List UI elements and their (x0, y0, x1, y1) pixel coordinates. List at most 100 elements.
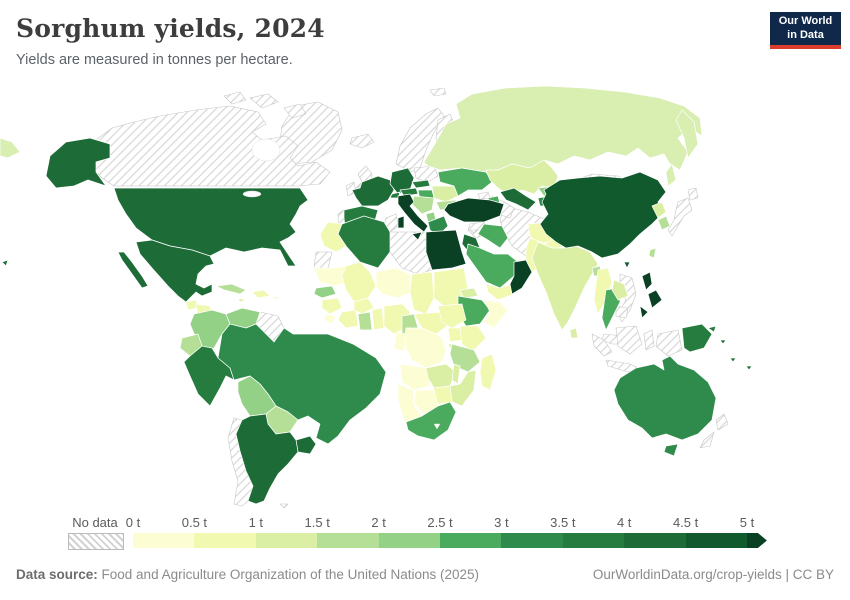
country-sierra-leone-liberia[interactable] (323, 313, 337, 325)
country-south-africa[interactable] (405, 401, 457, 441)
country-philippines-mindanao[interactable] (639, 305, 649, 319)
country-zambia[interactable] (425, 363, 457, 389)
country-laos[interactable] (611, 279, 629, 301)
country-hispaniola[interactable] (251, 289, 271, 299)
country-somalia[interactable] (483, 299, 509, 329)
country-uganda[interactable] (447, 327, 463, 343)
country-uruguay[interactable] (295, 435, 317, 455)
country-falklands[interactable] (279, 503, 289, 509)
country-congo-gabon[interactable] (393, 331, 407, 353)
country-arctic-island-1[interactable] (223, 91, 247, 105)
country-borneo[interactable] (615, 325, 643, 355)
country-yemen[interactable] (485, 283, 515, 301)
country-south-korea[interactable] (657, 215, 671, 231)
country-saudi-arabia[interactable] (465, 243, 519, 289)
legend-bin-0-0.5t[interactable] (133, 533, 195, 548)
country-togo-benin[interactable] (371, 307, 385, 331)
country-senegal[interactable] (313, 285, 337, 299)
country-japan-honshu[interactable] (667, 197, 693, 237)
country-baja-california[interactable] (117, 251, 149, 289)
country-new-zealand-south[interactable] (699, 431, 715, 449)
country-chad[interactable] (409, 271, 435, 315)
country-egypt[interactable] (425, 229, 467, 271)
country-west-papua[interactable] (655, 329, 683, 357)
country-mozambique[interactable] (449, 369, 477, 407)
country-iraq[interactable] (477, 223, 509, 249)
country-uzbekistan[interactable] (499, 187, 537, 211)
country-papua-new-guinea[interactable] (681, 323, 713, 353)
country-france[interactable] (351, 175, 395, 207)
country-brazil[interactable] (217, 323, 387, 445)
country-australia[interactable] (613, 355, 717, 441)
country-cuba[interactable] (215, 283, 247, 295)
country-japan-hokkaido[interactable] (687, 187, 699, 201)
legend-bin-0.5-1t[interactable] (194, 533, 256, 548)
legend-bin-4-4.5t[interactable] (624, 533, 686, 548)
country-ghana[interactable] (357, 311, 373, 331)
legend-bin-1.5-2t[interactable] (317, 533, 379, 548)
legend-bin-1-1.5t[interactable] (255, 533, 318, 548)
country-india[interactable] (531, 241, 599, 331)
country-austria[interactable] (399, 187, 419, 197)
country-philippines-luzon[interactable] (641, 271, 653, 291)
lesotho[interactable] (433, 423, 441, 430)
country-czech-slovakia[interactable] (411, 179, 431, 189)
country-guinea[interactable] (321, 297, 343, 315)
country-tasmania[interactable] (663, 443, 679, 457)
country-russia-sakhalin[interactable] (665, 163, 677, 187)
country-russia-chukotka[interactable] (0, 137, 21, 159)
country-hainan[interactable] (623, 261, 631, 269)
owid-url[interactable]: OurWorldinData.org/crop-yields | CC BY (592, 567, 834, 582)
country-angola[interactable] (399, 363, 431, 391)
country-morocco[interactable] (319, 221, 347, 253)
country-burkina-faso[interactable] (353, 297, 375, 315)
country-north-korea[interactable] (651, 201, 667, 219)
country-solomon-islands[interactable] (719, 339, 727, 345)
country-italy[interactable] (397, 193, 429, 233)
country-sumatra[interactable] (591, 333, 613, 357)
country-usa[interactable] (113, 187, 309, 267)
no-data-swatch[interactable] (68, 533, 124, 550)
country-sulawesi[interactable] (643, 329, 655, 351)
country-western-sahara[interactable] (313, 251, 333, 269)
country-vanuatu[interactable] (729, 357, 737, 363)
country-argentina[interactable] (235, 413, 299, 505)
country-canada[interactable] (89, 105, 331, 187)
country-new-britain[interactable] (707, 325, 717, 333)
country-cyprus[interactable] (469, 229, 479, 234)
country-fiji[interactable] (745, 365, 753, 371)
country-niger[interactable] (375, 267, 413, 299)
country-cote-divoire[interactable] (337, 309, 359, 329)
legend-bin-4.5-5t[interactable] (685, 533, 747, 548)
country-puerto-rico[interactable] (273, 295, 281, 300)
legend-bin-3.5-4t[interactable] (562, 533, 625, 548)
country-algeria[interactable] (337, 215, 391, 269)
legend-bin-2.5-3t[interactable] (439, 533, 502, 548)
country-mali[interactable] (341, 261, 377, 303)
country-malawi[interactable] (451, 363, 461, 385)
country-new-zealand-north[interactable] (715, 413, 729, 431)
country-jamaica[interactable] (237, 297, 247, 303)
country-philippines-visayas[interactable] (647, 289, 663, 309)
country-dr-congo[interactable] (403, 327, 447, 369)
country-arctic-island-2[interactable] (249, 93, 279, 109)
country-cambodia[interactable] (615, 305, 629, 319)
legend-bin-2-2.5t[interactable] (378, 533, 440, 548)
country-mexico[interactable] (135, 239, 215, 303)
country-sri-lanka[interactable] (569, 327, 579, 339)
country-myanmar[interactable] (593, 267, 613, 315)
country-turkey[interactable] (443, 197, 505, 223)
owid-logo[interactable]: Our World in Data (770, 12, 841, 49)
country-hawaii[interactable] (1, 259, 9, 267)
country-sicily[interactable] (411, 231, 423, 241)
country-sardinia[interactable] (397, 215, 405, 229)
country-china[interactable] (539, 171, 667, 259)
country-romania[interactable] (431, 185, 459, 203)
country-balkans[interactable] (411, 195, 435, 215)
country-alaska[interactable] (45, 137, 111, 189)
country-eritrea[interactable] (459, 287, 479, 299)
country-russia[interactable] (423, 85, 703, 173)
country-kenya[interactable] (459, 325, 487, 353)
country-south-sudan[interactable] (437, 303, 467, 329)
country-arctic-island-3[interactable] (283, 103, 307, 119)
